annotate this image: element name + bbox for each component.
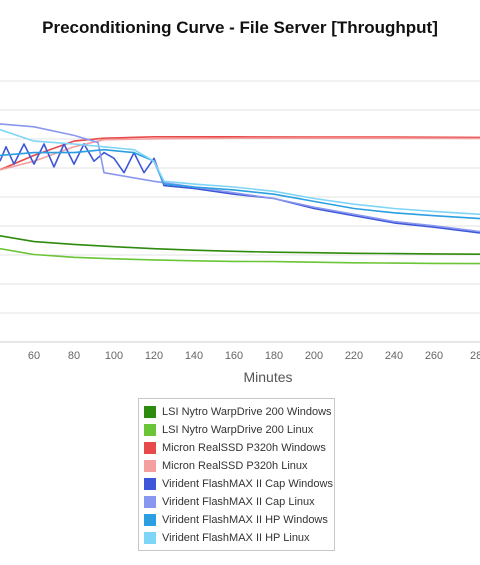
- legend-swatch: [144, 406, 156, 418]
- x-tick-label: 140: [185, 350, 203, 362]
- x-tick-label: 180: [265, 350, 283, 362]
- series-line: [0, 128, 480, 216]
- legend-item: LSI Nytro WarpDrive 200 Windows: [139, 403, 334, 421]
- legend-swatch: [144, 514, 156, 526]
- x-axis-label: Minutes: [243, 369, 293, 385]
- x-tick-label: 120: [145, 350, 163, 362]
- legend-label: Virident FlashMAX II Cap Windows: [162, 478, 333, 490]
- grid-lines: [0, 80, 480, 343]
- legend-label: LSI Nytro WarpDrive 200 Windows: [162, 406, 332, 418]
- x-tick-label: 80: [68, 350, 80, 362]
- legend-label: Virident FlashMAX II HP Linux: [162, 532, 310, 544]
- series-line: [0, 143, 480, 234]
- legend-item: Micron RealSSD P320h Linux: [139, 457, 334, 475]
- series-line: [0, 247, 480, 265]
- x-tick-label: 280: [470, 350, 480, 362]
- legend-swatch: [144, 532, 156, 544]
- x-tick-label: 160: [225, 350, 243, 362]
- legend-item: Virident FlashMAX II HP Windows: [139, 511, 334, 529]
- x-tick-label: 220: [345, 350, 363, 362]
- chart-title: Preconditioning Curve - File Server [Thr…: [42, 18, 438, 37]
- legend: LSI Nytro WarpDrive 200 Windows LSI Nytro…: [138, 398, 335, 551]
- legend-label: Micron RealSSD P320h Linux: [162, 460, 308, 472]
- x-tick-label: 60: [28, 350, 40, 362]
- legend-swatch: [144, 478, 156, 490]
- legend-label: LSI Nytro WarpDrive 200 Linux: [162, 424, 314, 436]
- x-tick-labels: 60 80 100 120 140 160 180 200 220 240 260 280: [28, 350, 480, 362]
- plot-area: 60 80 100 120 140 160 180 200 220 240 260 280: [0, 80, 480, 362]
- legend-swatch: [144, 424, 156, 436]
- legend-label: Virident FlashMAX II HP Windows: [162, 514, 328, 526]
- x-tick-label: 100: [105, 350, 123, 362]
- series-line: [0, 123, 480, 233]
- legend-swatch: [144, 442, 156, 454]
- legend-item: Virident FlashMAX II Cap Linux: [139, 493, 334, 511]
- series-layer: [0, 123, 480, 265]
- legend-item: Virident FlashMAX II Cap Windows: [139, 475, 334, 493]
- legend-swatch: [144, 496, 156, 508]
- legend-item: Micron RealSSD P320h Windows: [139, 439, 334, 457]
- series-line: [0, 137, 480, 171]
- legend-swatch: [144, 460, 156, 472]
- legend-item: Virident FlashMAX II HP Linux: [139, 529, 334, 547]
- legend-label: Micron RealSSD P320h Windows: [162, 442, 326, 454]
- legend-item: LSI Nytro WarpDrive 200 Linux: [139, 421, 334, 439]
- series-line: [0, 148, 480, 220]
- legend-label: Virident FlashMAX II Cap Linux: [162, 496, 315, 508]
- x-tick-label: 240: [385, 350, 403, 362]
- x-tick-label: 260: [425, 350, 443, 362]
- series-line: [0, 235, 480, 255]
- x-tick-label: 200: [305, 350, 323, 362]
